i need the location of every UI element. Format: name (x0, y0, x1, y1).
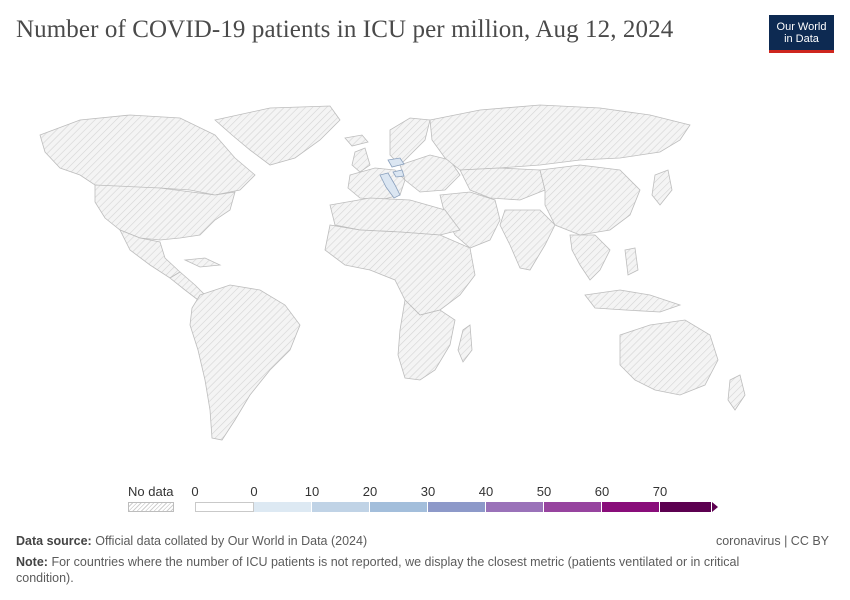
country-italy[interactable] (379, 172, 401, 199)
country-scandinavia[interactable] (389, 117, 431, 166)
data-source-text[interactable]: Official data collated by Our World in D… (95, 534, 368, 548)
legend-tick-label: 0 (250, 484, 258, 499)
country-greenland[interactable] (214, 105, 341, 166)
note-text: For countries where the number of ICU pa… (16, 555, 740, 585)
legend-tick-label: 10 (304, 484, 320, 499)
country-india[interactable] (499, 209, 556, 271)
legend-arrow (712, 502, 718, 512)
data-source: Data source: Official data collated by O… (16, 534, 367, 548)
legend-bin[interactable] (660, 502, 712, 512)
legend-bin[interactable] (195, 502, 254, 512)
legend-bin[interactable] (370, 502, 428, 512)
legend-tick-label: 20 (362, 484, 378, 499)
country-australia[interactable] (619, 319, 719, 396)
legend-no-data-swatch (128, 502, 174, 512)
country-iceland[interactable] (344, 134, 369, 147)
legend-bin[interactable] (428, 502, 486, 512)
data-source-label: Data source: (16, 534, 92, 548)
country-south-america[interactable] (189, 284, 301, 441)
legend-tick-label: 50 (536, 484, 552, 499)
country-eastern-europe[interactable] (399, 154, 461, 193)
country-north-africa[interactable] (329, 197, 461, 236)
country-russia[interactable] (429, 104, 691, 171)
legend-tick-label: 60 (594, 484, 610, 499)
logo-line-2: in Data (784, 33, 819, 45)
country-new-zealand[interactable] (727, 374, 746, 411)
legend-bin[interactable] (486, 502, 544, 512)
country-southern-africa[interactable] (397, 299, 456, 381)
legend-bin[interactable] (602, 502, 660, 512)
country-madagascar[interactable] (457, 324, 473, 363)
country-czechia[interactable] (387, 157, 405, 168)
logo-line-1: Our World (776, 21, 827, 33)
country-cuba[interactable] (183, 257, 222, 268)
legend-tick-label: 0 (191, 484, 199, 499)
license-text[interactable]: coronavirus | CC BY (715, 534, 829, 548)
owid-logo[interactable]: Our World in Data (769, 15, 834, 53)
legend-no-data-label: No data (128, 484, 174, 499)
country-china[interactable] (539, 164, 641, 236)
country-japan[interactable] (651, 169, 673, 206)
legend-tick-label: 70 (652, 484, 668, 499)
country-central-africa[interactable] (324, 224, 476, 316)
note-label: Note: (16, 555, 48, 569)
legend-bin[interactable] (312, 502, 370, 512)
legend-tick-label: 40 (478, 484, 494, 499)
chart-title: Number of COVID-19 patients in ICU per m… (16, 16, 674, 43)
country-southeast-asia[interactable] (569, 234, 611, 281)
legend-tick-label: 30 (420, 484, 436, 499)
country-central-asia[interactable] (459, 167, 546, 201)
country-indonesia[interactable] (584, 289, 682, 313)
legend-color-scale (195, 502, 718, 512)
country-united-states[interactable] (94, 184, 236, 241)
world-map[interactable] (0, 80, 850, 460)
legend-bin[interactable] (254, 502, 312, 512)
country-philippines[interactable] (624, 247, 639, 276)
country-croatia[interactable] (392, 169, 405, 178)
legend-bin[interactable] (544, 502, 602, 512)
note: Note: For countries where the number of … (16, 554, 786, 586)
country-uk[interactable] (351, 147, 371, 173)
